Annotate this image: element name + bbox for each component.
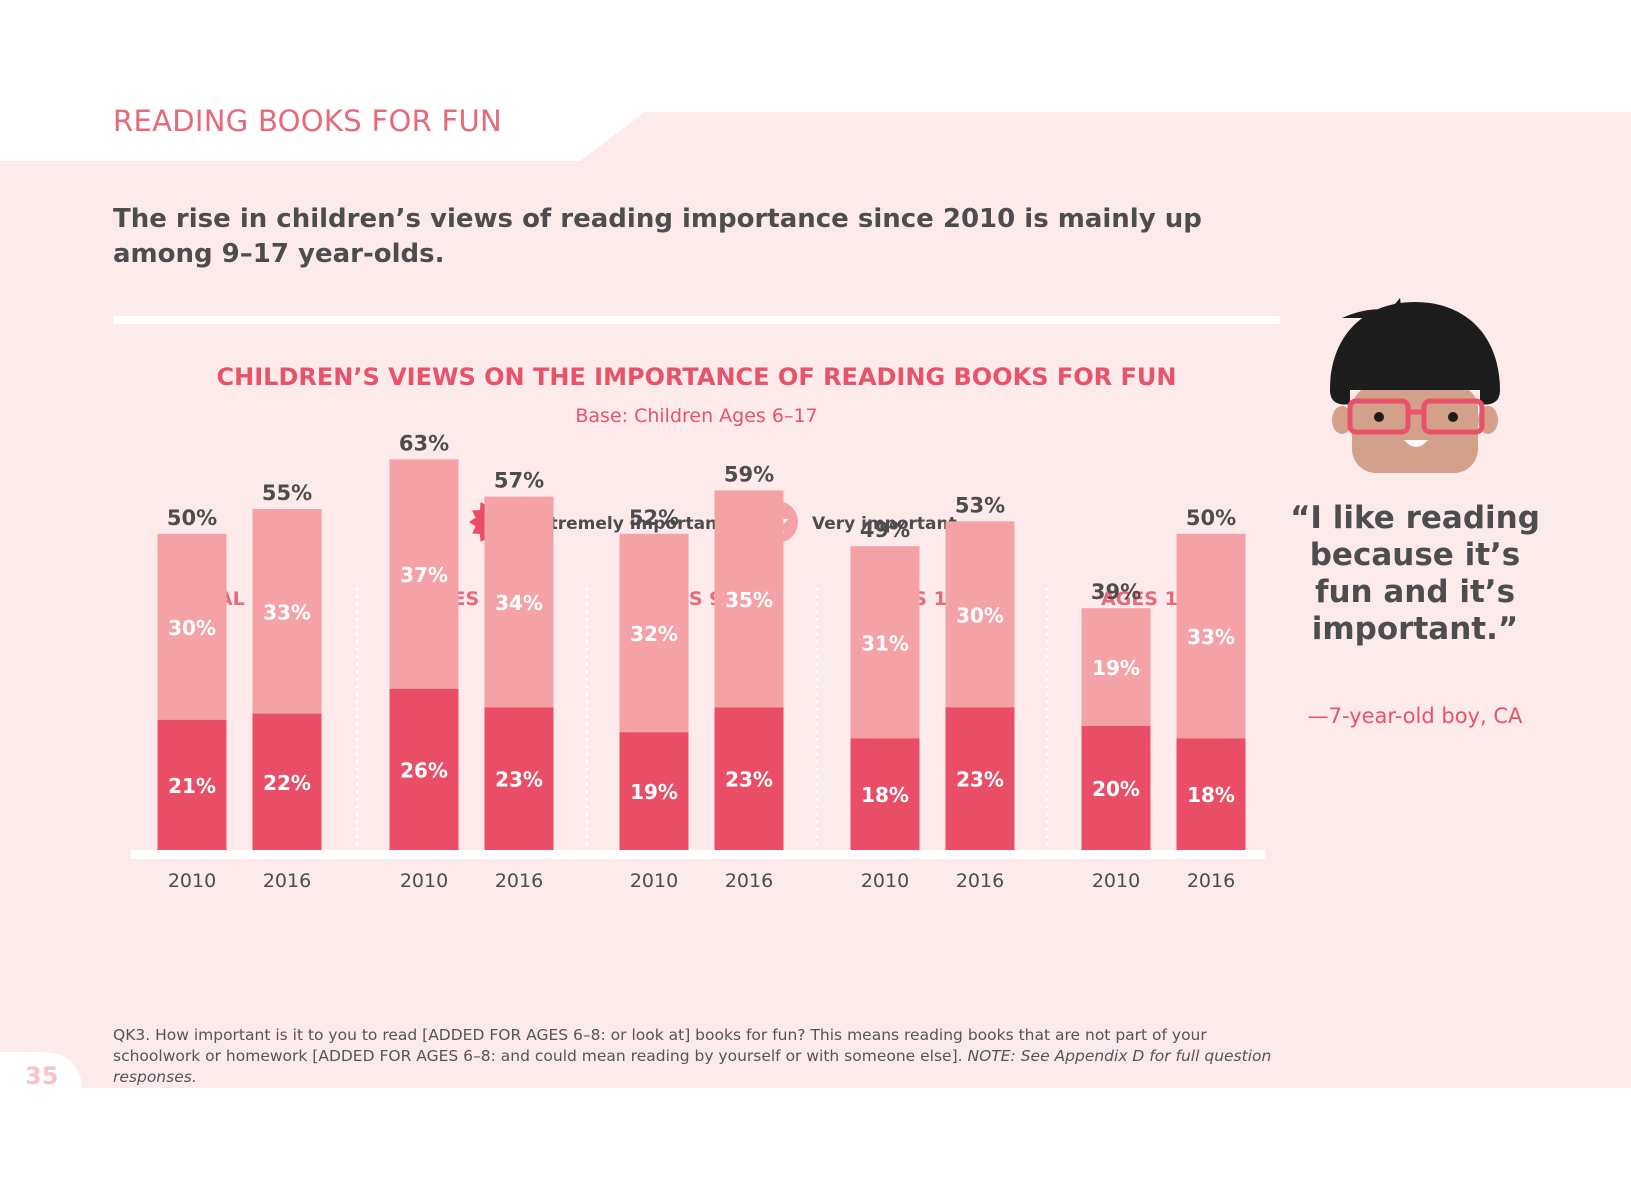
bar-extremely-important: [389, 688, 459, 850]
bar-extremely-important: [252, 713, 322, 850]
bar-very-important: [1176, 533, 1246, 739]
footnote: QK3. How important is it to you to read …: [113, 1025, 1293, 1088]
x-tick-label: 2016: [956, 870, 1004, 892]
bar-very-important: [850, 546, 920, 739]
footnote-note: NOTE: See Appendix D for full question r…: [113, 1047, 1272, 1086]
x-tick-label: 2016: [725, 870, 773, 892]
x-tick-label: 2010: [400, 870, 448, 892]
bar-total-label: 55%: [262, 481, 312, 505]
quote-text: “I like reading because it’s fun and it’…: [1290, 500, 1540, 647]
bar-extremely-important: [1081, 726, 1151, 850]
bar-label-very: 37%: [400, 563, 448, 587]
bar-extremely-important: [619, 732, 689, 850]
bar-label-very: 33%: [1187, 625, 1235, 649]
bar-total-label: 59%: [724, 462, 774, 486]
bar-label-very: 35%: [725, 588, 773, 612]
bar-very-important: [619, 533, 689, 733]
bar-label-extremely: 19%: [630, 780, 678, 804]
x-tick-label: 2016: [1187, 870, 1235, 892]
bar-total-label: 49%: [860, 518, 910, 542]
bar-label-very: 32%: [630, 622, 678, 646]
x-tick-label: 2010: [168, 870, 216, 892]
bar-label-extremely: 18%: [1187, 783, 1235, 807]
x-tick-label: 2010: [1092, 870, 1140, 892]
x-tick-label: 2016: [263, 870, 311, 892]
bar-label-extremely: 23%: [495, 768, 543, 792]
bar-extremely-important: [1176, 738, 1246, 850]
bar-label-very: 30%: [956, 603, 1004, 627]
bar-extremely-important: [484, 707, 554, 850]
bar-total-label: 52%: [629, 506, 679, 530]
x-tick-label: 2010: [861, 870, 909, 892]
bar-label-extremely: 20%: [1092, 777, 1140, 801]
bar-extremely-important: [714, 707, 784, 850]
quote-attribution: —7-year-old boy, CA: [1307, 704, 1523, 728]
bar-label-extremely: 26%: [400, 758, 448, 782]
bar-total-label: 57%: [494, 469, 544, 493]
bar-extremely-important: [157, 719, 227, 850]
page-number: 35: [25, 1062, 59, 1090]
bar-very-important: [1081, 608, 1151, 726]
bar-very-important: [714, 490, 784, 708]
bar-label-extremely: 22%: [263, 771, 311, 795]
bar-label-very: 19%: [1092, 656, 1140, 680]
bar-total-label: 53%: [955, 493, 1005, 517]
footnote-question: QK3. How important is it to you to read …: [113, 1026, 1207, 1065]
chart-subtitle: Base: Children Ages 6–17: [575, 405, 818, 427]
bar-label-extremely: 21%: [168, 774, 216, 798]
bar-label-very: 34%: [495, 591, 543, 615]
bar-very-important: [157, 533, 227, 720]
boy-illustration: [1330, 298, 1500, 473]
bar-very-important: [484, 496, 554, 708]
divider-rule: [113, 316, 1280, 324]
bar-label-extremely: 23%: [725, 768, 773, 792]
x-tick-label: 2016: [495, 870, 543, 892]
section-title: READING BOOKS FOR FUN: [113, 104, 503, 138]
bar-label-extremely: 23%: [956, 768, 1004, 792]
bar-extremely-important: [945, 707, 1015, 850]
headline: The rise in children’s views of reading …: [113, 204, 1202, 269]
bar-very-important: [252, 509, 322, 714]
bar-label-very: 33%: [263, 600, 311, 624]
legend-label-very: Very important: [812, 514, 957, 534]
x-tick-label: 2010: [630, 870, 678, 892]
bar-total-label: 63%: [399, 431, 449, 455]
legend-label-extremely: Extremely important: [527, 514, 725, 534]
bar-very-important: [389, 459, 459, 689]
bar-label-very: 31%: [861, 631, 909, 655]
bar-total-label: 50%: [1186, 506, 1236, 530]
bar-extremely-important: [850, 738, 920, 850]
bar-very-important: [945, 521, 1015, 708]
bar-total-label: 50%: [167, 506, 217, 530]
bar-label-extremely: 18%: [861, 783, 909, 807]
bar-total-label: 39%: [1091, 580, 1141, 604]
chart-title: CHILDREN’S VIEWS ON THE IMPORTANCE OF RE…: [216, 363, 1177, 391]
chart-baseline: [131, 850, 1265, 859]
bar-label-very: 30%: [168, 616, 216, 640]
